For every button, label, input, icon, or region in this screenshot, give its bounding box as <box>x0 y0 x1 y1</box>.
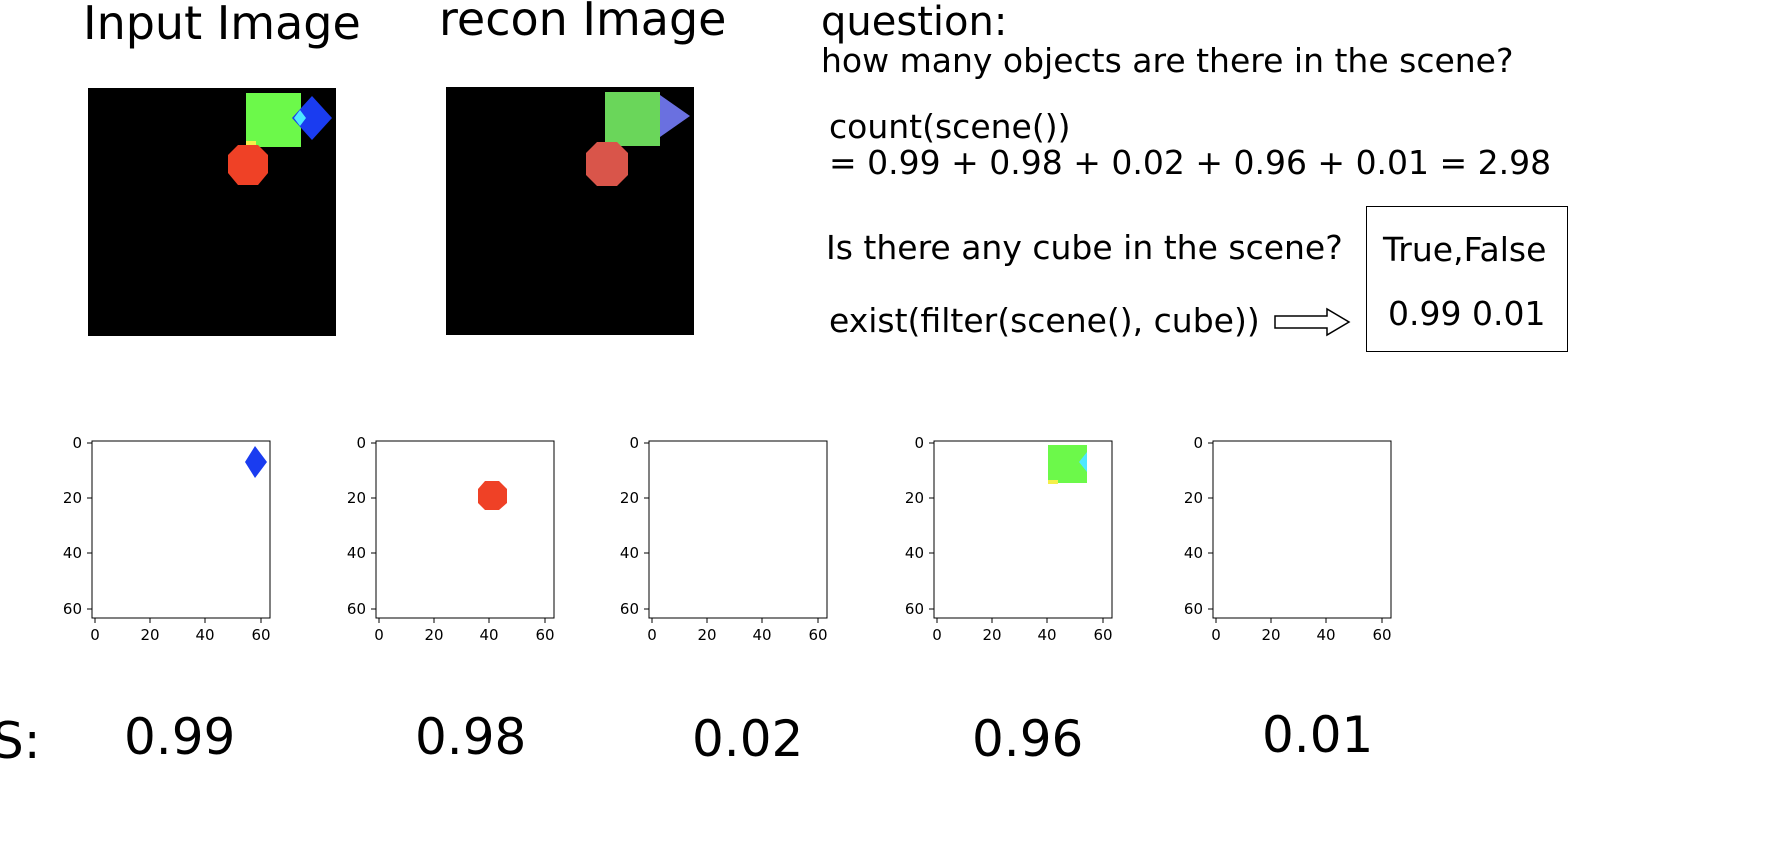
slot-plot-4: 0 20 40 60 0 20 40 60 <box>890 430 1130 650</box>
svg-text:60: 60 <box>808 626 827 644</box>
input-image-title: Input Image <box>83 0 361 50</box>
green-cube-recon <box>605 92 660 146</box>
x-tick-60: 60 <box>251 626 270 644</box>
score-slot-2: 0.98 <box>415 708 527 766</box>
slot4-yellow-highlight <box>1048 480 1058 484</box>
slot-plot-5: 0 20 40 60 0 20 40 60 <box>1169 430 1409 650</box>
svg-text:20: 20 <box>424 626 443 644</box>
svg-text:60: 60 <box>905 600 924 618</box>
x-tick-20: 20 <box>140 626 159 644</box>
answer-box: True,False 0.99 0.01 <box>1366 206 1568 352</box>
x-tick-40: 40 <box>195 626 214 644</box>
svg-text:40: 40 <box>347 544 366 562</box>
slot-plot-2: 0 20 40 60 0 20 40 60 <box>332 430 572 650</box>
slot4-x-ticks: 0 20 40 60 <box>932 618 1113 644</box>
question-text: how many objects are there in the scene? <box>821 41 1514 80</box>
svg-text:20: 20 <box>620 489 639 507</box>
slot2-y-ticks: 0 20 40 60 <box>347 434 376 618</box>
svg-text:40: 40 <box>1184 544 1203 562</box>
svg-text:20: 20 <box>1261 626 1280 644</box>
svg-text:40: 40 <box>905 544 924 562</box>
svg-text:60: 60 <box>1184 600 1203 618</box>
score-slot-4: 0.96 <box>972 710 1084 768</box>
recon-image <box>446 87 694 335</box>
svg-text:40: 40 <box>1316 626 1335 644</box>
y-tick-20: 20 <box>63 489 82 507</box>
slot-plot-3: 0 20 40 60 0 20 40 60 <box>605 430 845 650</box>
svg-text:60: 60 <box>1093 626 1112 644</box>
svg-text:0: 0 <box>932 626 942 644</box>
blue-diamond <box>292 96 332 140</box>
y-tick-40: 40 <box>63 544 82 562</box>
hollow-right-arrow-icon <box>1273 307 1353 337</box>
svg-text:20: 20 <box>905 489 924 507</box>
svg-text:60: 60 <box>347 600 366 618</box>
slot4-cyan-highlight <box>1079 452 1087 472</box>
answer-values: 0.99 0.01 <box>1388 294 1546 333</box>
x-tick-0: 0 <box>90 626 100 644</box>
svg-text:20: 20 <box>697 626 716 644</box>
score-slot-1: 0.99 <box>124 708 236 766</box>
svg-text:0: 0 <box>1193 434 1203 452</box>
slot4-green-cube <box>1048 445 1087 483</box>
score-slot-5: 0.01 <box>1262 706 1374 764</box>
slot1-x-ticks: 0 20 40 60 <box>90 618 271 644</box>
svg-text:40: 40 <box>1037 626 1056 644</box>
green-cube <box>246 93 301 147</box>
y-tick-60: 60 <box>63 600 82 618</box>
svg-text:0: 0 <box>356 434 366 452</box>
red-sphere <box>226 141 270 186</box>
recon-image-title: recon Image <box>439 0 727 46</box>
slot5-x-ticks: 0 20 40 60 <box>1211 618 1392 644</box>
svg-text:0: 0 <box>374 626 384 644</box>
svg-text:40: 40 <box>620 544 639 562</box>
svg-text:0: 0 <box>629 434 639 452</box>
svg-text:20: 20 <box>982 626 1001 644</box>
cube-question-text: Is there any cube in the scene? <box>826 228 1343 267</box>
svg-text:0: 0 <box>647 626 657 644</box>
input-image <box>88 88 336 336</box>
svg-text:40: 40 <box>479 626 498 644</box>
slot1-y-ticks: 0 20 40 60 <box>63 434 92 618</box>
scores-label: S: <box>0 712 41 770</box>
y-tick-0: 0 <box>72 434 82 452</box>
svg-text:40: 40 <box>752 626 771 644</box>
svg-text:0: 0 <box>914 434 924 452</box>
slot4-y-ticks: 0 20 40 60 <box>905 434 934 618</box>
slot1-blue-diamond <box>245 446 267 478</box>
svg-text:20: 20 <box>347 489 366 507</box>
slot5-y-ticks: 0 20 40 60 <box>1184 434 1213 618</box>
exist-program: exist(filter(scene(), cube)) <box>829 301 1260 340</box>
slot3-y-ticks: 0 20 40 60 <box>620 434 649 618</box>
svg-text:0: 0 <box>1211 626 1221 644</box>
answer-labels: True,False <box>1383 230 1547 269</box>
svg-text:60: 60 <box>1372 626 1391 644</box>
count-program: count(scene()) <box>829 107 1071 146</box>
blue-diamond-recon <box>658 95 690 137</box>
slot3-x-ticks: 0 20 40 60 <box>647 618 828 644</box>
question-header: question: <box>821 0 1008 45</box>
svg-text:20: 20 <box>1184 489 1203 507</box>
count-computation: = 0.99 + 0.98 + 0.02 + 0.96 + 0.01 = 2.9… <box>829 143 1552 182</box>
slot2-red-sphere <box>478 481 507 510</box>
slot2-x-ticks: 0 20 40 60 <box>374 618 555 644</box>
red-sphere-recon <box>586 142 628 186</box>
svg-text:60: 60 <box>535 626 554 644</box>
slot-plot-1: 0 20 40 60 0 20 40 60 <box>48 430 288 650</box>
svg-text:60: 60 <box>620 600 639 618</box>
score-slot-3: 0.02 <box>692 710 804 768</box>
